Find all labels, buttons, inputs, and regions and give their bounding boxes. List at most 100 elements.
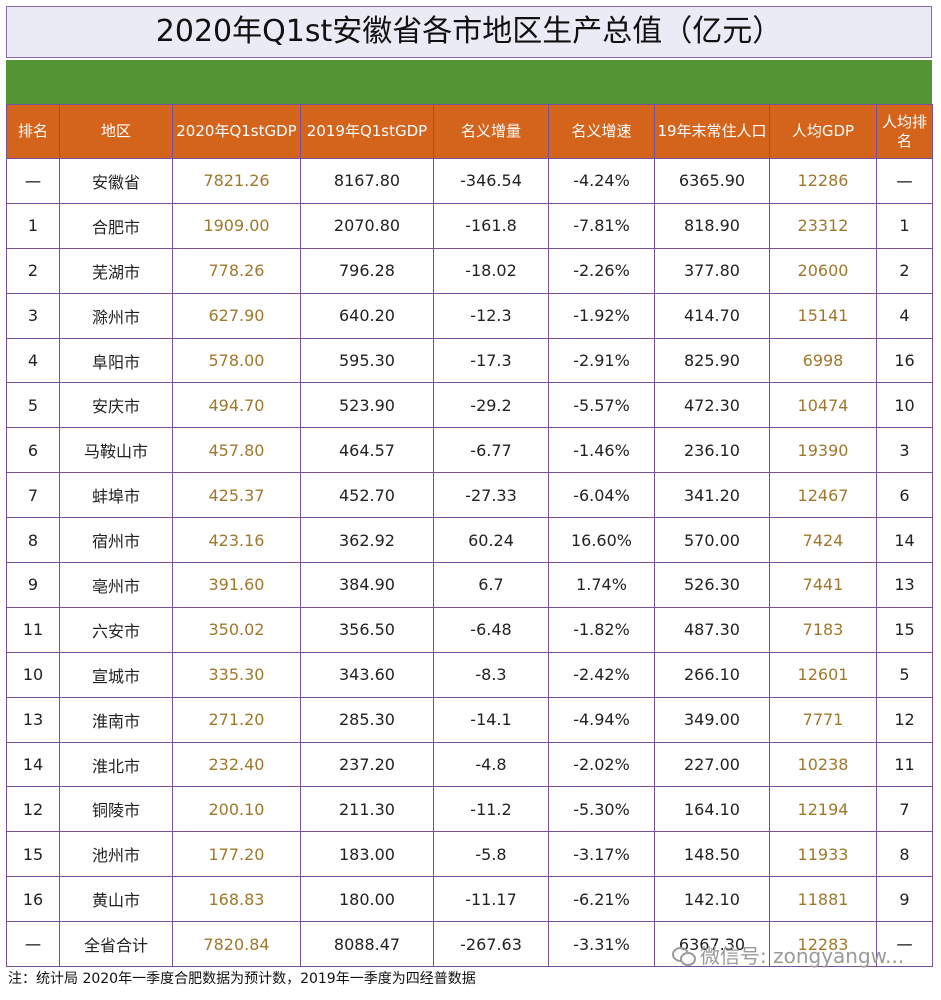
cell-per-capita-rank: 15 xyxy=(876,606,933,653)
cell-population: 266.10 xyxy=(654,651,770,698)
cell-nominal-growth: -1.46% xyxy=(548,427,655,474)
cell-gdp-2020: 168.83 xyxy=(172,876,301,923)
cell-rank: 15 xyxy=(6,831,60,878)
cell-nominal-growth: -3.31% xyxy=(548,921,655,968)
table-row: 6 马鞍山市 457.80 464.57 -6.77 -1.46% 236.10 19390 3 xyxy=(6,427,933,474)
cell-gdp-2019: 452.70 xyxy=(300,472,434,519)
cell-per-capita-gdp: 12194 xyxy=(769,786,877,833)
cell-population: 818.90 xyxy=(654,202,770,249)
cell-population: 148.50 xyxy=(654,831,770,878)
cell-gdp-2020: 271.20 xyxy=(172,696,301,743)
cell-rank: 3 xyxy=(6,292,60,339)
cell-nominal-increase: -8.3 xyxy=(433,651,549,698)
cell-per-capita-gdp: 19390 xyxy=(769,427,877,474)
cell-gdp-2020: 350.02 xyxy=(172,606,301,653)
cell-nominal-growth: -3.17% xyxy=(548,831,655,878)
cell-region: 宿州市 xyxy=(59,517,173,564)
table-row: 8 宿州市 423.16 362.92 60.24 16.60% 570.00 7424 14 xyxy=(6,517,933,564)
col-header-population: 19年末常住人口 xyxy=(654,104,770,159)
gdp-table: 排名 地区 2020年Q1stGDP 2019年Q1stGDP 名义增量 名义增… xyxy=(6,104,933,968)
cell-per-capita-gdp: 6998 xyxy=(769,337,877,384)
cell-per-capita-rank: 9 xyxy=(876,876,933,923)
cell-rank: 16 xyxy=(6,876,60,923)
cell-gdp-2019: 2070.80 xyxy=(300,202,434,249)
cell-rank: 14 xyxy=(6,741,60,788)
cell-nominal-increase: -4.8 xyxy=(433,741,549,788)
cell-gdp-2020: 494.70 xyxy=(172,382,301,429)
cell-nominal-growth: -4.94% xyxy=(548,696,655,743)
cell-nominal-increase: -6.77 xyxy=(433,427,549,474)
cell-rank: 1 xyxy=(6,202,60,249)
col-header-gdp-2019: 2019年Q1stGDP xyxy=(300,104,434,159)
cell-population: 349.00 xyxy=(654,696,770,743)
watermark-text: 微信号: zongyangw... xyxy=(700,944,905,968)
cell-region: 亳州市 xyxy=(59,562,173,608)
cell-gdp-2020: 425.37 xyxy=(172,472,301,519)
cell-nominal-increase: -17.3 xyxy=(433,337,549,384)
cell-region: 黄山市 xyxy=(59,876,173,923)
cell-rank: 9 xyxy=(6,562,60,608)
cell-nominal-growth: -4.24% xyxy=(548,158,655,204)
cell-rank: 12 xyxy=(6,786,60,833)
cell-nominal-growth: -1.82% xyxy=(548,606,655,653)
cell-nominal-increase: -12.3 xyxy=(433,292,549,339)
cell-nominal-growth: 1.74% xyxy=(548,562,655,608)
cell-gdp-2019: 343.60 xyxy=(300,651,434,698)
col-header-nominal-increase: 名义增量 xyxy=(433,104,549,159)
cell-gdp-2020: 578.00 xyxy=(172,337,301,384)
cell-nominal-growth: -7.81% xyxy=(548,202,655,249)
cell-per-capita-gdp: 10474 xyxy=(769,382,877,429)
table-row: 2 芜湖市 778.26 796.28 -18.02 -2.26% 377.80 20600 2 xyxy=(6,247,933,294)
cell-population: 414.70 xyxy=(654,292,770,339)
cell-per-capita-rank: 13 xyxy=(876,562,933,608)
cell-nominal-increase: -14.1 xyxy=(433,696,549,743)
cell-gdp-2020: 457.80 xyxy=(172,427,301,474)
cell-region: 安徽省 xyxy=(59,158,173,204)
cell-population: 377.80 xyxy=(654,247,770,294)
cell-region: 合肥市 xyxy=(59,202,173,249)
table-row: 12 铜陵市 200.10 211.30 -11.2 -5.30% 164.10 12194 7 xyxy=(6,786,933,833)
cell-region: 六安市 xyxy=(59,606,173,653)
cell-region: 阜阳市 xyxy=(59,337,173,384)
cell-region: 池州市 xyxy=(59,831,173,878)
table-row: 13 淮南市 271.20 285.30 -14.1 -4.94% 349.00 7771 12 xyxy=(6,696,933,743)
cell-nominal-growth: -6.21% xyxy=(548,876,655,923)
col-header-gdp-2020: 2020年Q1stGDP xyxy=(172,104,301,159)
cell-nominal-increase: 60.24 xyxy=(433,517,549,564)
table-row: 一全省合计 7820.84 8088.47 -267.63 -3.31% 6367.30 1… xyxy=(6,921,933,968)
cell-nominal-growth: 16.60% xyxy=(548,517,655,564)
cell-gdp-2020: 200.10 xyxy=(172,786,301,833)
cell-region: 蚌埠市 xyxy=(59,472,173,519)
table-row: 10 宣城市 335.30 343.60 -8.3 -2.42% 266.10 12601 5 xyxy=(6,651,933,698)
cell-gdp-2019: 211.30 xyxy=(300,786,434,833)
header-band xyxy=(6,60,932,104)
cell-rank: 6 xyxy=(6,427,60,474)
cell-gdp-2020: 7820.84 xyxy=(172,921,301,968)
cell-nominal-increase: -18.02 xyxy=(433,247,549,294)
cell-gdp-2020: 7821.26 xyxy=(172,158,301,204)
cell-nominal-growth: -2.42% xyxy=(548,651,655,698)
footnote: 注：统计局 2020年一季度合肥数据为预计数，2019年一季度为四经普数据 xyxy=(8,971,476,987)
cell-per-capita-rank: 4 xyxy=(876,292,933,339)
cell-population: 825.90 xyxy=(654,337,770,384)
cell-nominal-growth: -6.04% xyxy=(548,472,655,519)
cell-nominal-growth: -2.26% xyxy=(548,247,655,294)
cell-population: 341.20 xyxy=(654,472,770,519)
cell-rank: 7 xyxy=(6,472,60,519)
cell-gdp-2019: 595.30 xyxy=(300,337,434,384)
cell-population: 236.10 xyxy=(654,427,770,474)
table-row: 7 蚌埠市 425.37 452.70 -27.33 -6.04% 341.20 12467 6 xyxy=(6,472,933,519)
table-row: 1 合肥市 1909.00 2070.80 -161.8 -7.81% 818.90 2331… xyxy=(6,202,933,249)
cell-gdp-2019: 8088.47 xyxy=(300,921,434,968)
cell-nominal-growth: -1.92% xyxy=(548,292,655,339)
cell-nominal-increase: -11.17 xyxy=(433,876,549,923)
cell-gdp-2019: 464.57 xyxy=(300,427,434,474)
table-row: 11 六安市 350.02 356.50 -6.48 -1.82% 487.30 7183 15 xyxy=(6,606,933,653)
cell-region: 滁州市 xyxy=(59,292,173,339)
cell-gdp-2019: 523.90 xyxy=(300,382,434,429)
cell-population: 227.00 xyxy=(654,741,770,788)
cell-population: 142.10 xyxy=(654,876,770,923)
cell-rank: 5 xyxy=(6,382,60,429)
cell-rank: 8 xyxy=(6,517,60,564)
cell-nominal-increase: -346.54 xyxy=(433,158,549,204)
